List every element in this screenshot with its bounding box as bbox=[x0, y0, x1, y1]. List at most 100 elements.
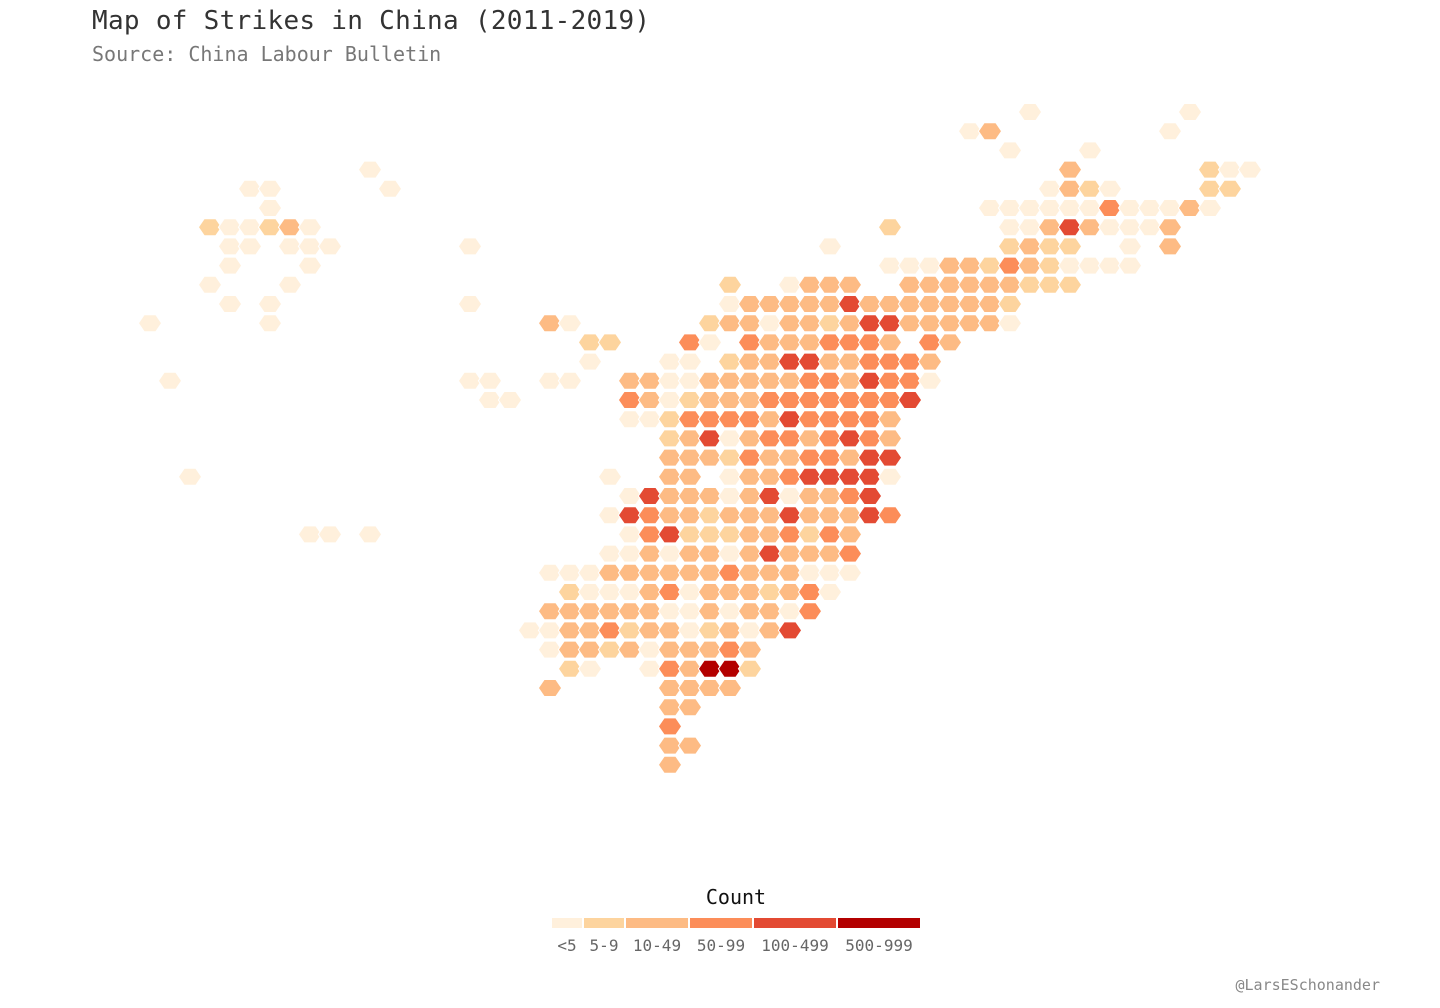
hex-cell bbox=[697, 621, 723, 640]
hex-cell bbox=[837, 525, 863, 544]
hex-cell bbox=[797, 583, 823, 601]
hex-cell bbox=[557, 583, 583, 601]
hex-cell bbox=[657, 698, 683, 717]
hex-cell bbox=[1117, 199, 1143, 217]
hex-cell bbox=[877, 467, 903, 486]
hex-cell bbox=[777, 583, 803, 601]
hex-cell bbox=[477, 391, 503, 409]
hex-cell bbox=[617, 602, 643, 621]
hex-cell bbox=[957, 275, 983, 294]
hex-cell bbox=[257, 218, 283, 237]
hex-cell bbox=[657, 525, 683, 544]
hex-cell bbox=[617, 410, 643, 429]
hex-cell bbox=[677, 563, 703, 582]
hex-cell bbox=[737, 563, 763, 582]
hex-cell bbox=[617, 563, 643, 582]
hex-cell bbox=[1237, 160, 1263, 179]
hex-cell bbox=[917, 352, 943, 371]
legend-label-1: 5-9 bbox=[589, 936, 619, 955]
hex-cell bbox=[1077, 256, 1103, 275]
hex-cell bbox=[937, 314, 963, 333]
legend-label-2: 10-49 bbox=[632, 936, 682, 955]
hex-cell bbox=[837, 410, 863, 429]
hex-cell bbox=[577, 352, 603, 371]
hex-cell bbox=[637, 544, 663, 563]
legend-key-3 bbox=[690, 918, 752, 928]
hex-cell bbox=[977, 122, 1003, 141]
hex-cell bbox=[777, 544, 803, 563]
hex-cell bbox=[697, 506, 723, 525]
hex-cell bbox=[897, 391, 923, 409]
hex-cell bbox=[537, 621, 563, 640]
hex-cell bbox=[1017, 199, 1043, 217]
hex-cell bbox=[737, 467, 763, 486]
hex-cell bbox=[817, 467, 843, 486]
hex-cell bbox=[597, 544, 623, 563]
hex-cell bbox=[857, 429, 883, 448]
hex-cell bbox=[377, 179, 403, 198]
hex-cell bbox=[637, 563, 663, 582]
hex-cell bbox=[717, 275, 743, 294]
hex-cell bbox=[797, 602, 823, 621]
hex-cell bbox=[697, 333, 723, 352]
hex-cell bbox=[677, 487, 703, 505]
hex-cell bbox=[1017, 256, 1043, 275]
hex-cell bbox=[1117, 256, 1143, 275]
hex-cell bbox=[737, 525, 763, 544]
hex-cell bbox=[717, 602, 743, 621]
hex-cell bbox=[637, 391, 663, 409]
hex-cell bbox=[837, 275, 863, 294]
hex-cell bbox=[777, 525, 803, 544]
legend-key-1 bbox=[584, 918, 624, 928]
hex-cell bbox=[857, 295, 883, 313]
hex-cell bbox=[1037, 218, 1063, 237]
hex-cell bbox=[137, 314, 163, 333]
hex-cell bbox=[777, 506, 803, 525]
hex-cell bbox=[777, 621, 803, 640]
hex-cell bbox=[777, 410, 803, 429]
hex-cell bbox=[817, 371, 843, 390]
hex-cell bbox=[597, 563, 623, 582]
hex-cell bbox=[557, 659, 583, 678]
hex-cell bbox=[237, 179, 263, 198]
hex-cell bbox=[737, 371, 763, 390]
hex-cell bbox=[797, 448, 823, 467]
hex-cell bbox=[837, 391, 863, 409]
hex-cell bbox=[1197, 199, 1223, 217]
hex-cell bbox=[537, 602, 563, 621]
hex-cell bbox=[777, 391, 803, 409]
hex-cell bbox=[737, 295, 763, 313]
hex-cell bbox=[717, 314, 743, 333]
chart-subtitle: Source: China Labour Bulletin bbox=[92, 42, 442, 66]
hex-cell bbox=[757, 583, 783, 601]
hex-cell bbox=[557, 314, 583, 333]
hex-cell bbox=[797, 525, 823, 544]
hex-cell bbox=[657, 544, 683, 563]
hex-cell bbox=[797, 371, 823, 390]
hex-cell bbox=[737, 333, 763, 352]
hex-cell bbox=[457, 295, 483, 313]
hex-cell bbox=[1117, 237, 1143, 256]
hex-cell bbox=[737, 487, 763, 505]
hex-cell bbox=[317, 525, 343, 544]
hex-cell bbox=[737, 602, 763, 621]
hex-cell bbox=[1157, 199, 1183, 217]
hex-cell bbox=[677, 659, 703, 678]
hex-cell bbox=[797, 352, 823, 371]
hex-cell bbox=[657, 621, 683, 640]
hex-cell bbox=[957, 122, 983, 141]
hex-cell bbox=[737, 640, 763, 659]
hex-cell bbox=[757, 487, 783, 505]
hex-cell bbox=[1077, 141, 1103, 160]
hex-cell bbox=[1157, 237, 1183, 256]
hex-cell bbox=[577, 583, 603, 601]
hex-cell bbox=[997, 237, 1023, 256]
hex-cell bbox=[777, 467, 803, 486]
hex-cell bbox=[697, 679, 723, 697]
hex-cell bbox=[777, 352, 803, 371]
hex-cell bbox=[717, 563, 743, 582]
hex-cell bbox=[577, 640, 603, 659]
hex-cell bbox=[677, 371, 703, 390]
hex-cell bbox=[837, 429, 863, 448]
hex-cell bbox=[917, 371, 943, 390]
